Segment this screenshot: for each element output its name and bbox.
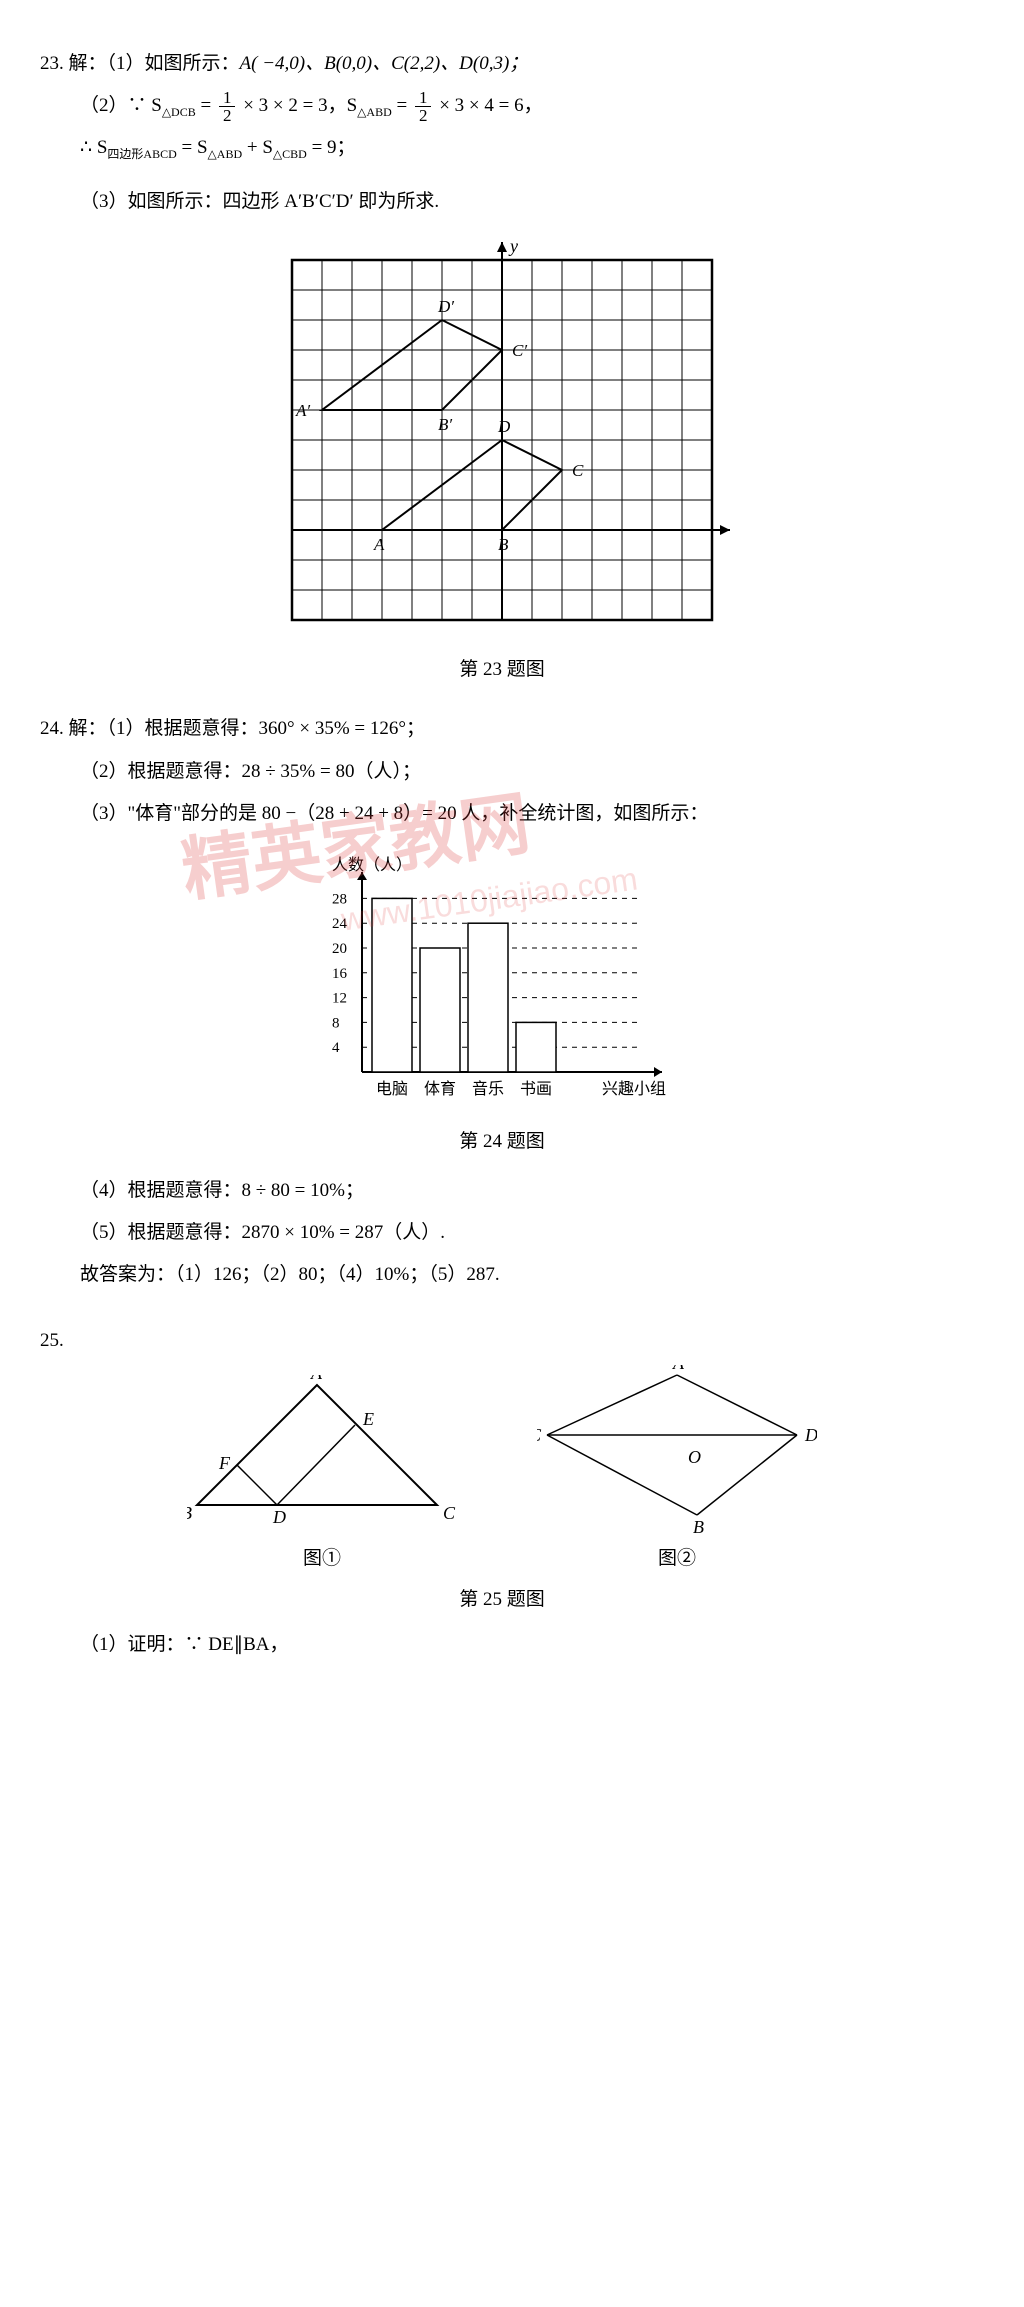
t: × 3 × 2 = 3，S [238, 95, 357, 116]
p23-l1: 23. 解：（1）如图所示：A( −4,0)、B(0,0)、C(2,2)、D(0… [40, 46, 964, 82]
t: △DCB [162, 105, 196, 119]
svg-text:F: F [218, 1453, 231, 1473]
p23-l3: ∴ S四边形ABCD = S△ABD + S△CBD = 9； [40, 130, 964, 166]
svg-text:C′: C′ [512, 341, 527, 360]
svg-text:兴趣小组: 兴趣小组 [602, 1080, 666, 1098]
t: （3）如图所示：四边形 A′B′C′D′ 即为所求. [80, 191, 439, 212]
caption: 第 24 题图 [40, 1126, 964, 1153]
svg-text:20: 20 [332, 941, 347, 957]
t: △ABD [357, 105, 392, 119]
svg-text:B: B [498, 535, 509, 554]
svg-text:C: C [443, 1503, 456, 1523]
svg-text:D: D [497, 417, 511, 436]
problem-25: 25. A B C D E F 图① A B C D O 图② 第 25 题图 （1）证明：∵ D… [40, 1323, 964, 1663]
t: 四边形ABCD [107, 147, 176, 161]
svg-text:E: E [362, 1409, 374, 1429]
svg-text:16: 16 [332, 966, 348, 982]
t: = [392, 95, 412, 116]
svg-text:A: A [672, 1365, 685, 1373]
caption: 第 25 题图 [40, 1584, 964, 1611]
svg-text:28: 28 [332, 891, 347, 907]
t: （2）∵ S [80, 95, 162, 116]
p25-fig1-col: A B C D E F 图① [187, 1375, 457, 1570]
t: 解：（1）根据题意得：360° × 35% = 126°； [69, 718, 425, 739]
t: A( −4,0)、B(0,0)、C(2,2)、D(0,3)； [240, 53, 529, 74]
svg-text:D: D [272, 1507, 286, 1527]
t: （1）证明：∵ DE∥BA， [80, 1634, 288, 1655]
t: 解：（1）如图所示： [69, 53, 240, 74]
svg-text:A: A [310, 1375, 323, 1383]
svg-text:A′: A′ [295, 401, 310, 420]
svg-text:24: 24 [332, 916, 348, 932]
bar-chart: 人数（人） 兴趣小组 4 8 12 16 20 24 28 电脑体育音乐书画 [292, 852, 712, 1112]
t: △CBD [273, 147, 307, 161]
p25-num: 25. [40, 1330, 64, 1351]
svg-text:y: y [508, 240, 518, 256]
svg-text:书画: 书画 [520, 1080, 552, 1098]
svg-text:B: B [187, 1503, 192, 1523]
triangle-2: A B C D O [537, 1365, 817, 1535]
num: 1 [219, 89, 236, 107]
svg-text:音乐: 音乐 [472, 1080, 504, 1098]
den: 2 [415, 107, 432, 124]
fraction: 12 [415, 89, 432, 124]
problem-23: 23. 解：（1）如图所示：A( −4,0)、B(0,0)、C(2,2)、D(0… [40, 46, 964, 681]
svg-text:O: O [688, 1447, 701, 1467]
t: = 9； [307, 137, 356, 158]
triangle-1: A B C D E F [187, 1375, 457, 1535]
p24-l2: （2）根据题意得：28 ÷ 35% = 80（人）； [40, 754, 964, 790]
t: + S [242, 137, 273, 158]
p23-num: 23. [40, 53, 64, 74]
den: 2 [219, 107, 236, 124]
svg-text:D: D [804, 1425, 817, 1445]
p24-l3: （3）"体育"部分的是 80 −（28 + 24 + 8）= 20 人，补全统计… [40, 796, 964, 832]
p25-figures: A B C D E F 图① A B C D O 图② [40, 1365, 964, 1570]
p24-l6: 故答案为：（1）126；（2）80；（4）10%；（5）287. [40, 1257, 964, 1293]
p25-l1: （1）证明：∵ DE∥BA， [40, 1627, 964, 1663]
t: × 3 × 4 = 6， [434, 95, 542, 116]
p24-figure: 人数（人） 兴趣小组 4 8 12 16 20 24 28 电脑体育音乐书画 第 24 题图 [40, 852, 964, 1153]
t: ∴ S [80, 137, 107, 158]
svg-text:12: 12 [332, 990, 347, 1006]
svg-text:人数（人）: 人数（人） [332, 856, 412, 874]
svg-text:4: 4 [332, 1040, 340, 1056]
svg-text:8: 8 [332, 1015, 340, 1031]
caption: 图② [658, 1543, 696, 1570]
svg-text:A: A [373, 535, 385, 554]
p24-num: 24. [40, 718, 64, 739]
p23-figure: xyABCDA′B′C′D′ 第 23 题图 [40, 240, 964, 681]
p24-l4: （4）根据题意得：8 ÷ 80 = 10%； [40, 1173, 964, 1209]
fraction: 12 [219, 89, 236, 124]
caption: 图① [303, 1543, 341, 1570]
p25-fig2-col: A B C D O 图② [537, 1365, 817, 1570]
svg-text:C: C [572, 461, 584, 480]
t: = [196, 95, 216, 116]
svg-text:体育: 体育 [424, 1080, 456, 1098]
svg-text:B: B [693, 1517, 704, 1535]
p24-l1: 24. 解：（1）根据题意得：360° × 35% = 126°； [40, 711, 964, 747]
caption: 第 23 题图 [40, 654, 964, 681]
t: △ABD [208, 147, 243, 161]
svg-text:C: C [537, 1425, 542, 1445]
grid-figure: xyABCDA′B′C′D′ [272, 240, 732, 640]
svg-text:电脑: 电脑 [376, 1080, 408, 1098]
p25-num-line: 25. [40, 1323, 964, 1359]
p23-l2: （2）∵ S△DCB = 12 × 3 × 2 = 3，S△ABD = 12 ×… [40, 88, 964, 124]
svg-text:D′: D′ [437, 297, 454, 316]
p23-l4: （3）如图所示：四边形 A′B′C′D′ 即为所求. [40, 184, 964, 220]
p24-l5: （5）根据题意得：2870 × 10% = 287（人）. [40, 1215, 964, 1251]
num: 1 [415, 89, 432, 107]
svg-text:B′: B′ [438, 415, 452, 434]
problem-24: 精英家教网 www.1010jiajiao.com 24. 解：（1）根据题意得… [40, 711, 964, 1293]
t: = S [177, 137, 208, 158]
